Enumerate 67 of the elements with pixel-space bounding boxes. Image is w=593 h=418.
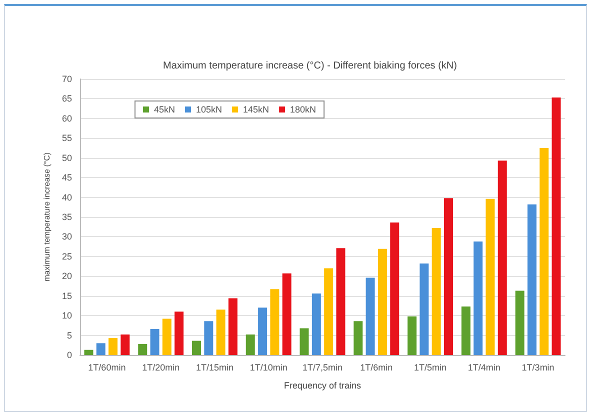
bar [486, 198, 495, 355]
bar [150, 328, 160, 355]
x-tick-label: 1T/60min [88, 362, 126, 372]
y-tick-label: 45 [62, 172, 72, 183]
legend-label: 180kN [290, 104, 316, 114]
legend-label: 145kN [243, 104, 270, 114]
y-tick-label: 35 [62, 212, 72, 222]
bar [336, 248, 346, 355]
bar [270, 289, 280, 355]
bar [461, 306, 470, 355]
x-tick-label: 1T/3min [522, 362, 554, 372]
bar [324, 268, 334, 355]
bar [108, 338, 118, 355]
bar [120, 334, 130, 355]
bar [366, 278, 375, 355]
y-tick-label: 65 [62, 94, 72, 104]
bar [540, 148, 549, 355]
bar [515, 290, 524, 355]
bar [408, 316, 417, 355]
x-tick-label: 1T/7,5min [302, 362, 343, 372]
x-tick-label: 1T/15min [196, 362, 234, 372]
bar [96, 343, 106, 355]
legend-label: 45kN [154, 104, 176, 114]
bar [420, 264, 429, 355]
x-tick-label: 1T/5min [414, 362, 447, 372]
bar [498, 160, 507, 355]
y-tick-label: 0 [66, 350, 72, 360]
bar [258, 308, 268, 355]
legend-label: 105kN [196, 104, 222, 114]
bar [204, 321, 214, 355]
y-tick-label: 60 [62, 113, 72, 124]
y-tick-label: 20 [62, 271, 72, 282]
y-tick-label: 50 [62, 152, 72, 163]
bar [354, 321, 363, 355]
y-tick-label: 10 [62, 310, 72, 321]
y-tick-label: 5 [66, 330, 72, 340]
x-tick-label: 1T/20min [142, 362, 180, 372]
bar [216, 310, 226, 355]
bar [192, 340, 201, 355]
y-tick-label: 30 [62, 232, 72, 242]
bar [390, 222, 400, 355]
x-tick-label: 1T/4min [468, 362, 500, 372]
chart-title: Maximum temperature increase (°C) - Different biaking forces (kN) [163, 60, 457, 72]
bar [138, 344, 148, 355]
bar [312, 293, 321, 355]
y-tick-label: 70 [62, 74, 72, 84]
y-tick-label: 55 [62, 133, 72, 144]
bar [474, 241, 483, 355]
y-axis-title: maximum temperature increase (°C) [42, 152, 52, 282]
bar [282, 273, 292, 355]
y-tick-label: 25 [62, 251, 72, 262]
bar [527, 204, 536, 355]
bar [246, 334, 255, 355]
bar [378, 248, 387, 355]
bar [432, 228, 441, 355]
bar [174, 312, 184, 355]
bar [300, 328, 309, 355]
x-tick-label: 1T/10min [250, 362, 288, 372]
y-tick-label: 15 [62, 290, 72, 301]
bar [228, 298, 238, 355]
y-tick-label: 40 [62, 192, 72, 202]
bar [552, 98, 561, 355]
x-axis-title: Frequency of trains [284, 380, 362, 390]
bar [444, 198, 454, 355]
x-tick-label: 1T/6min [360, 362, 393, 372]
bar [162, 318, 172, 355]
bar [84, 350, 94, 355]
